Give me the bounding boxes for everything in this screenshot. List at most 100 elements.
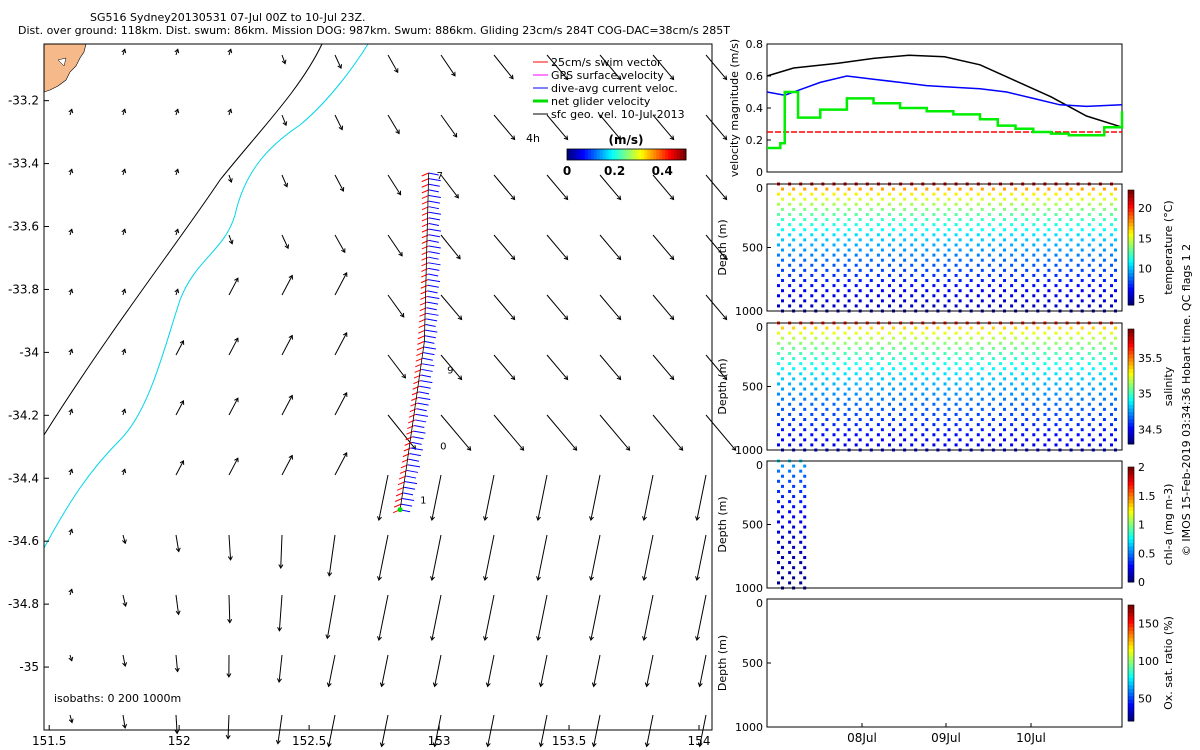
profile-sample	[1114, 299, 1117, 303]
profile-sample	[1080, 357, 1084, 361]
profile-sample	[836, 336, 840, 340]
velocity-arrow	[440, 54, 456, 77]
profile-sample	[825, 367, 829, 371]
swim-vector	[407, 419, 416, 424]
profile-sample	[832, 273, 836, 277]
velocity-arrow-head	[121, 468, 127, 474]
profile-sample	[1076, 192, 1080, 196]
profile-sample	[980, 207, 984, 211]
profile-sample	[980, 357, 984, 361]
profile-sample	[910, 212, 914, 216]
profile-sample	[814, 387, 818, 391]
profile-sample	[910, 331, 914, 335]
profile-sample	[980, 367, 984, 371]
velocity-arrow-head	[121, 348, 127, 354]
profile-sample	[914, 218, 918, 222]
section-colorbar-tick-label: 150	[1138, 618, 1159, 631]
profile-sample	[888, 423, 891, 427]
profile-sample	[910, 402, 914, 406]
profile-sample	[1032, 362, 1036, 366]
velocity-arrow-head	[669, 195, 675, 201]
velocity-arrow	[175, 289, 179, 296]
profile-sample	[976, 294, 980, 298]
profile-sample	[810, 294, 814, 298]
profile-sample	[803, 387, 807, 391]
profile-sample	[1076, 372, 1080, 376]
velocity-arrow	[599, 174, 621, 200]
profile-sample	[825, 218, 829, 222]
velocity-arrow	[537, 474, 548, 521]
profile-sample	[792, 238, 796, 242]
profile-sample	[991, 218, 995, 222]
profile-sample	[1010, 243, 1014, 247]
profile-sample	[854, 223, 858, 227]
profile-sample	[876, 294, 880, 298]
profile-sample	[1047, 207, 1051, 211]
profile-sample	[999, 412, 1002, 416]
profile-sample	[1080, 187, 1084, 191]
velocity-arrow-head	[644, 742, 650, 748]
profile-sample	[943, 304, 947, 308]
velocity-arrow	[546, 174, 568, 200]
profile-sample	[832, 433, 836, 437]
profile-sample	[803, 326, 807, 330]
profile-sample	[1003, 187, 1006, 191]
profile-sample	[1003, 207, 1006, 211]
profile-sample	[947, 326, 951, 330]
profile-sample	[888, 304, 891, 308]
profile-sample	[1003, 218, 1006, 222]
profile-sample	[788, 253, 792, 257]
profile-sample	[1114, 336, 1117, 340]
profile-sample	[1110, 212, 1113, 216]
profile-sample	[1069, 346, 1073, 350]
profile-sample	[1098, 392, 1102, 396]
profile-sample	[1047, 187, 1051, 191]
velocity-arrow	[440, 414, 472, 451]
profile-sample	[843, 253, 847, 257]
velocity-arrow-head	[697, 682, 703, 688]
profile-sample	[910, 263, 914, 267]
section-colorbar-segment	[1128, 415, 1134, 420]
section-colorbar-segment	[1128, 329, 1134, 334]
section-colorbar-segment	[1128, 301, 1134, 306]
velocity-arrow-head	[282, 121, 288, 127]
profile-sample	[1036, 438, 1040, 442]
velocity-arrow-head	[175, 547, 181, 553]
velocity-arrow-head	[510, 195, 516, 201]
profile-sample	[1036, 228, 1040, 232]
section-y-tick-label: 500	[742, 657, 763, 670]
dac-vector	[427, 295, 440, 299]
section-colorbar-segment	[1128, 390, 1134, 395]
profile-sample	[1043, 443, 1047, 447]
profile-sample	[792, 197, 796, 201]
colorbar-tick-label: 0.4	[652, 164, 673, 178]
profile-sample	[1025, 397, 1029, 401]
velocity-arrow-head	[174, 667, 180, 673]
profile-sample	[821, 223, 825, 227]
profile-sample	[958, 248, 962, 252]
profile-sample	[777, 243, 780, 247]
profile-sample	[781, 495, 784, 499]
profile-sample	[1025, 258, 1029, 262]
profile-sample	[947, 387, 951, 391]
dac-vector	[420, 380, 433, 384]
profile-sample	[1110, 253, 1113, 257]
section-colorbar-label: salinity	[1162, 366, 1175, 406]
velocity-arrow-head	[642, 516, 647, 522]
profile-sample	[1087, 423, 1091, 427]
section-colorbar-segment	[1128, 571, 1134, 576]
profile-sample	[788, 202, 792, 206]
profile-sample	[865, 253, 869, 257]
dac-vector	[421, 368, 433, 372]
profile-sample	[936, 197, 940, 201]
section-colorbar-segment	[1128, 436, 1134, 441]
profile-sample	[832, 202, 836, 206]
profile-sample	[836, 187, 840, 191]
profile-sample	[932, 382, 936, 386]
profile-sample	[777, 331, 780, 335]
profile-sample	[954, 382, 958, 386]
profile-sample	[781, 377, 784, 381]
profile-sample	[1076, 382, 1080, 386]
velocity-arrow	[593, 714, 601, 747]
profile-sample	[876, 351, 880, 355]
